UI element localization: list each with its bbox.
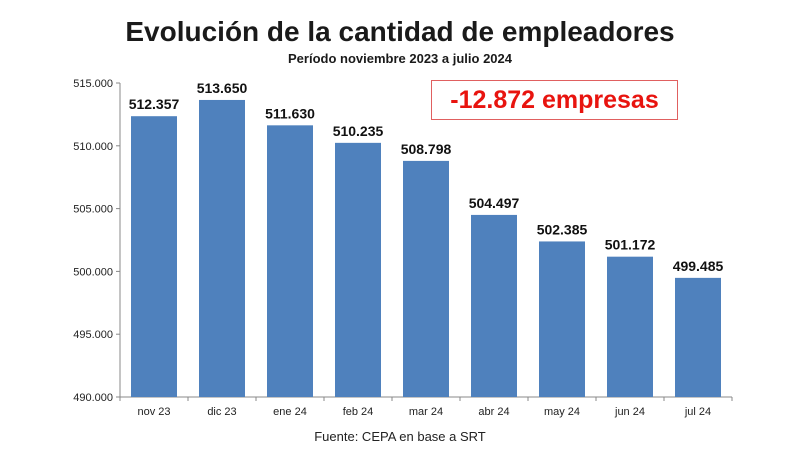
data-label: 510.235: [333, 123, 384, 139]
x-tick-label: abr 24: [478, 406, 509, 418]
x-tick-label: may 24: [544, 406, 580, 418]
bar-may-24: [539, 241, 585, 397]
y-tick-label: 505.000: [73, 204, 113, 216]
y-tick-label: 495.000: [73, 329, 113, 341]
labels: 490.000 495.000 500.000 505.000 510.000 515.0…: [73, 78, 723, 418]
data-label: 512.357: [129, 96, 180, 112]
data-label: 508.798: [401, 141, 452, 157]
x-tick-label: mar 24: [409, 406, 443, 418]
data-label: 511.630: [265, 105, 315, 121]
chart-subtitle: Período noviembre 2023 a julio 2024: [288, 51, 512, 66]
bar-feb-24: [335, 142, 381, 397]
y-tick-label: 500.000: [73, 266, 113, 278]
difference-callout: -12.872 empresas: [431, 80, 678, 120]
x-tick-label: jun 24: [614, 406, 645, 418]
data-label: 499.485: [673, 258, 724, 274]
bar-jun-24: [607, 256, 653, 397]
y-tick-label: 490.000: [73, 392, 113, 404]
x-tick-label: jul 24: [684, 406, 711, 418]
bar-nov-23: [131, 116, 177, 398]
x-tick-label: ene 24: [273, 406, 307, 418]
bar-abr-24: [471, 214, 517, 397]
bar-ene-24: [267, 125, 313, 397]
bar-jul-24: [675, 277, 721, 397]
bars: [131, 99, 721, 398]
source-note: Fuente: CEPA en base a SRT: [314, 429, 486, 444]
x-tick-label: feb 24: [343, 406, 374, 418]
y-tick-label: 510.000: [73, 141, 113, 153]
data-label: 504.497: [469, 195, 520, 211]
data-label: 502.385: [537, 221, 588, 237]
data-label: 513.650: [197, 80, 248, 96]
x-tick-label: nov 23: [137, 406, 170, 418]
y-tick-label: 515.000: [73, 78, 113, 90]
bar-dic-23: [199, 99, 245, 398]
x-tick-label: dic 23: [207, 406, 236, 418]
chart-title: Evolución de la cantidad de empleadores: [125, 16, 675, 47]
data-label: 501.172: [605, 237, 656, 253]
bar-mar-24: [403, 160, 449, 397]
